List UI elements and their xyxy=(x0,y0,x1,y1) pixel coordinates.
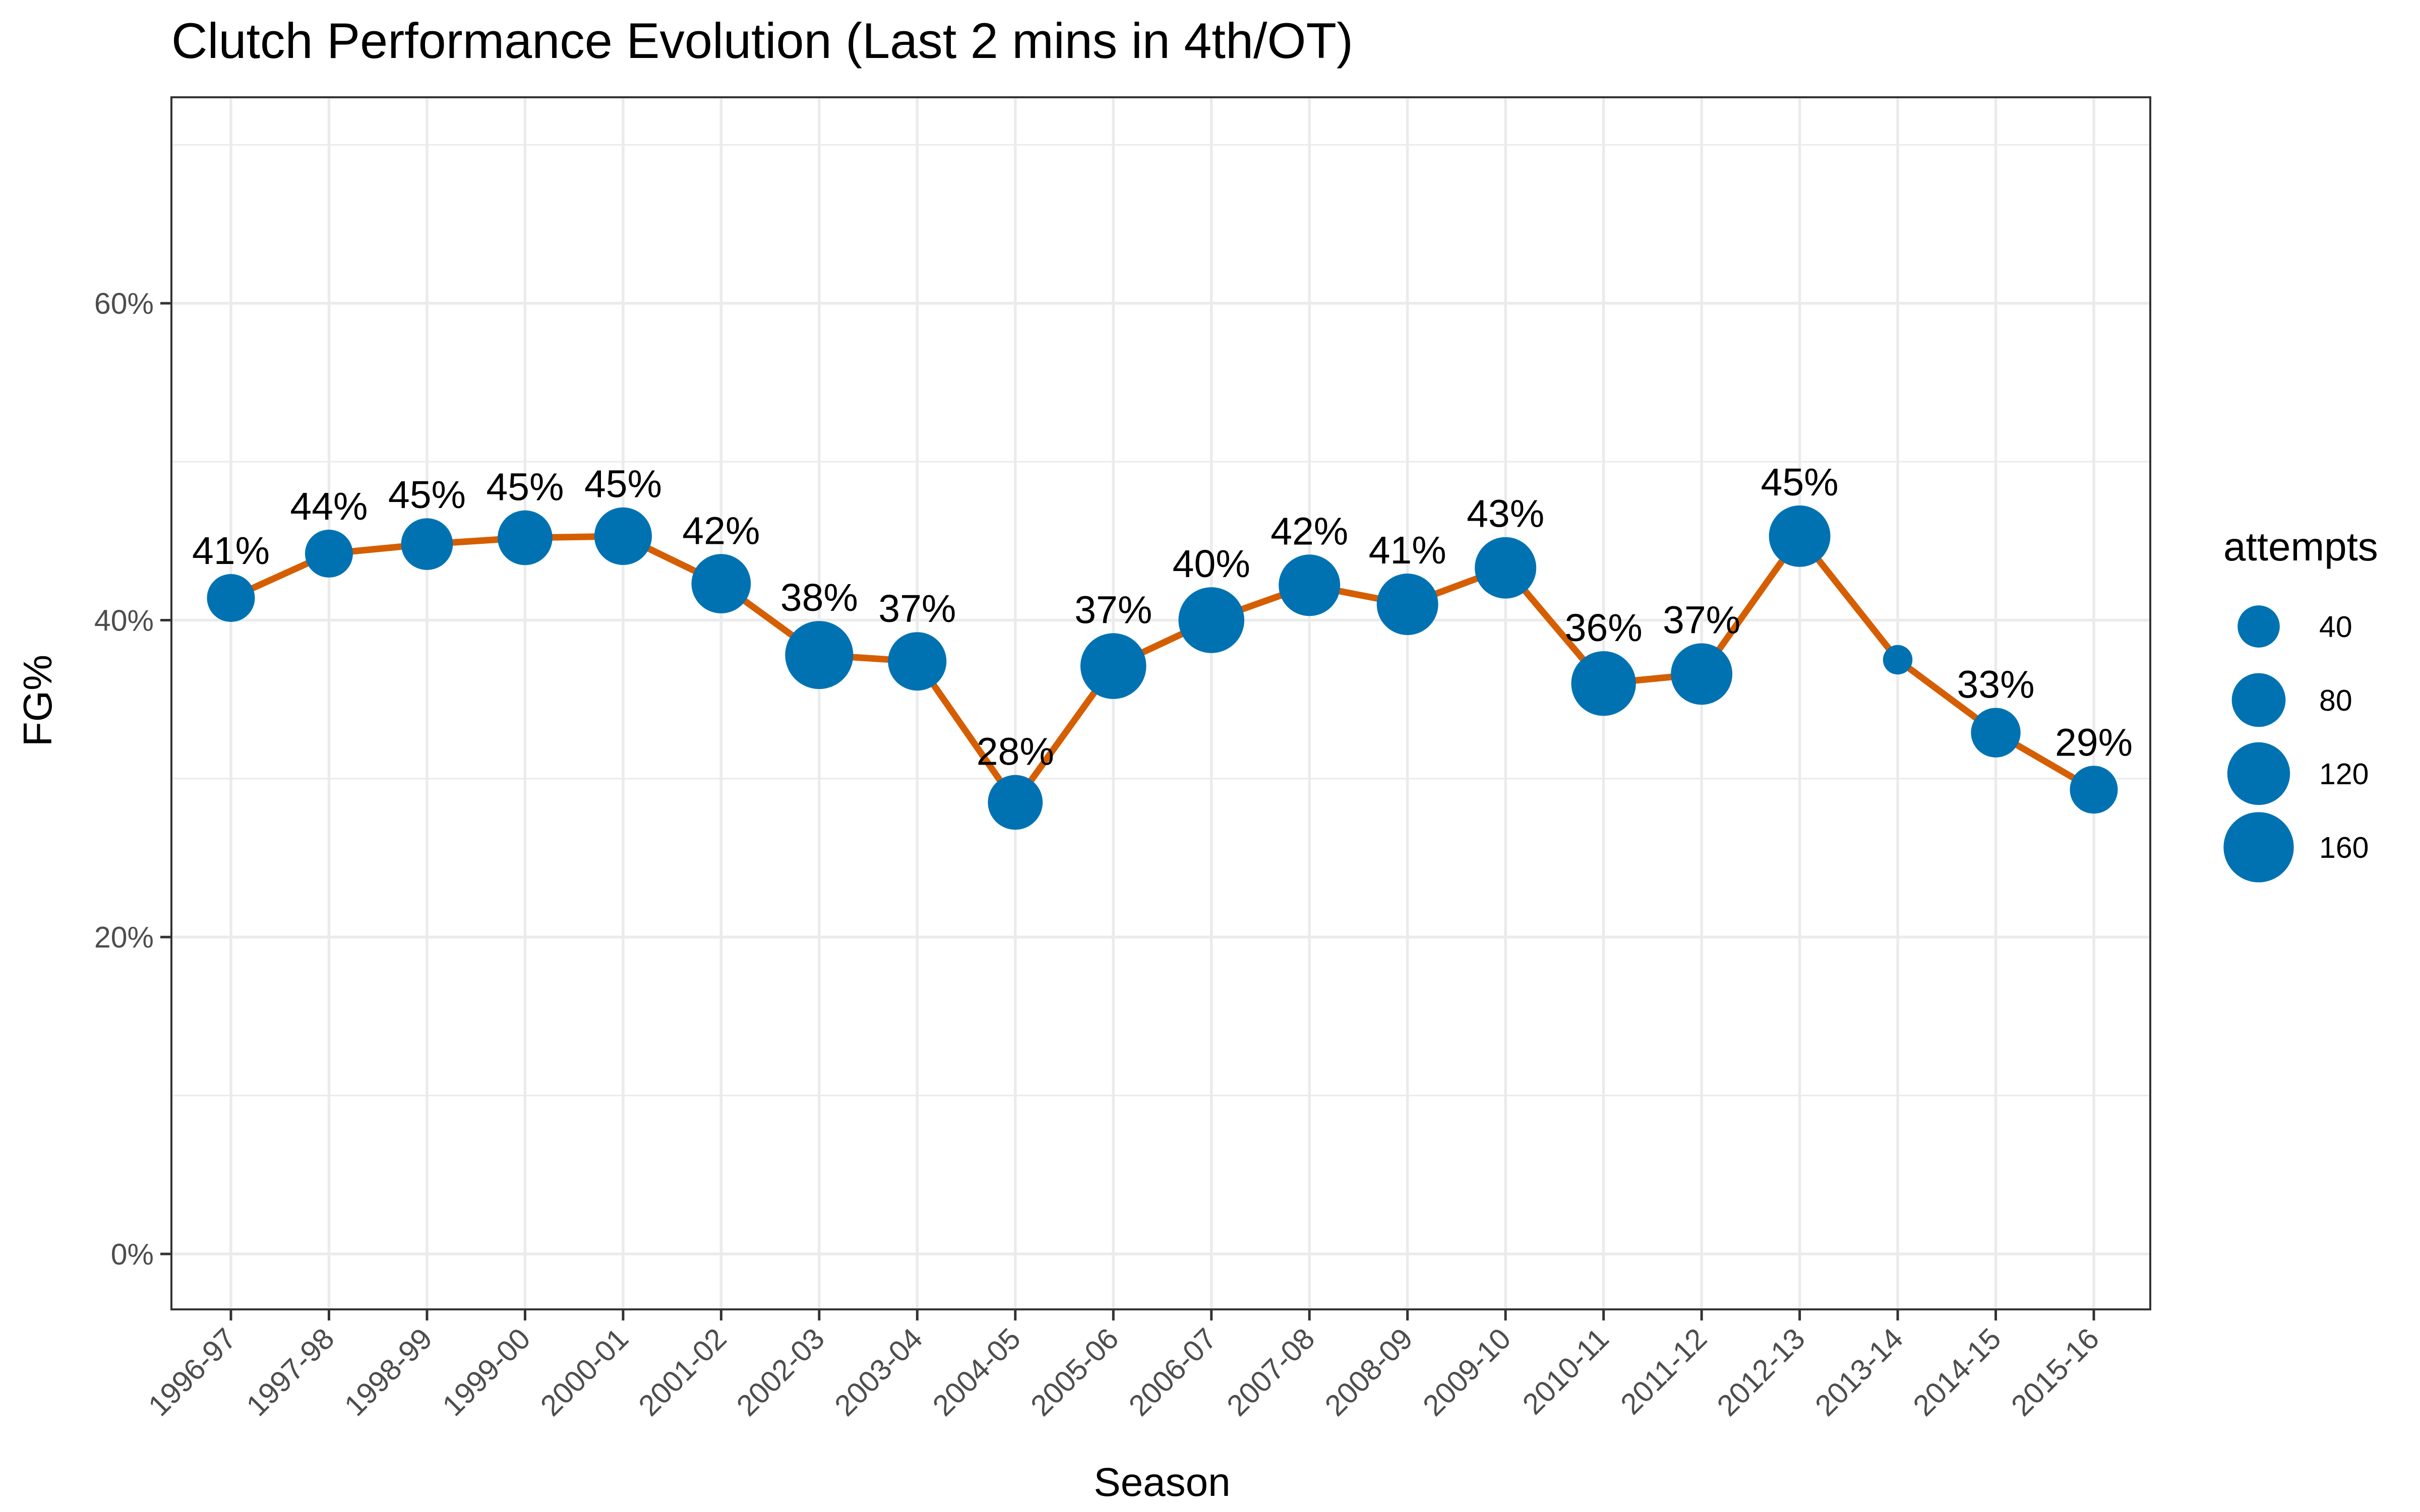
legend-key xyxy=(2231,673,2286,727)
y-tick-label: 20% xyxy=(94,921,154,954)
legend-label: 120 xyxy=(2319,758,2369,791)
y-tick-label: 0% xyxy=(111,1238,154,1271)
data-label: 45% xyxy=(486,466,564,509)
data-label: 28% xyxy=(977,730,1054,774)
data-label: 36% xyxy=(1565,606,1643,650)
data-label: 45% xyxy=(388,473,466,517)
data-label: 37% xyxy=(1663,598,1740,642)
data-point xyxy=(1571,651,1636,716)
data-point xyxy=(1475,537,1537,599)
legend-label: 160 xyxy=(2319,831,2369,864)
data-label: 45% xyxy=(1761,461,1839,504)
data-label: 33% xyxy=(1957,663,2034,706)
data-point xyxy=(305,529,353,578)
legend-label: 80 xyxy=(2319,684,2352,717)
data-point xyxy=(1971,708,2021,758)
data-label: 41% xyxy=(192,529,270,573)
data-point xyxy=(988,775,1043,830)
data-label: 42% xyxy=(682,509,760,552)
data-label: 37% xyxy=(878,587,956,631)
data-point xyxy=(1279,554,1341,616)
legend-key xyxy=(2223,812,2294,883)
data-point xyxy=(785,621,854,689)
legend-title: attempts xyxy=(2223,524,2378,569)
legend-key xyxy=(2237,605,2280,648)
legend-key xyxy=(2227,742,2290,805)
data-point xyxy=(2070,766,2118,814)
data-point xyxy=(498,510,553,565)
data-label: 38% xyxy=(780,576,858,619)
plot-panel: 0%20%40%60%1996-971997-981998-991999-002… xyxy=(94,96,2151,1422)
y-tick-label: 40% xyxy=(94,604,154,637)
plot-background xyxy=(171,97,2150,1309)
x-axis-title: Season xyxy=(1094,1460,1230,1504)
data-label: 44% xyxy=(290,485,368,528)
data-point xyxy=(401,518,453,570)
y-axis-title: FG% xyxy=(15,655,60,746)
data-point xyxy=(1883,645,1913,675)
data-label: 42% xyxy=(1270,510,1348,553)
data-point xyxy=(888,632,947,691)
data-point xyxy=(594,507,652,565)
data-point xyxy=(691,554,751,614)
data-label: 37% xyxy=(1074,588,1152,632)
data-point xyxy=(1769,505,1831,567)
data-point xyxy=(1376,574,1438,635)
data-label: 43% xyxy=(1467,492,1544,536)
legend-label: 40 xyxy=(2319,610,2352,644)
plot-border xyxy=(170,96,2151,1310)
data-point xyxy=(1671,643,1733,705)
legend: attempts 40 80 120 160 xyxy=(2223,524,2378,883)
data-point xyxy=(207,574,255,622)
data-label: 45% xyxy=(584,463,662,506)
y-tick-label: 60% xyxy=(94,287,154,321)
data-point xyxy=(1080,633,1146,699)
data-label: 40% xyxy=(1173,542,1250,586)
data-label: 29% xyxy=(2055,721,2133,764)
chart-title: Clutch Performance Evolution (Last 2 min… xyxy=(171,13,1353,69)
data-point xyxy=(1178,587,1245,653)
data-label: 41% xyxy=(1369,529,1446,572)
